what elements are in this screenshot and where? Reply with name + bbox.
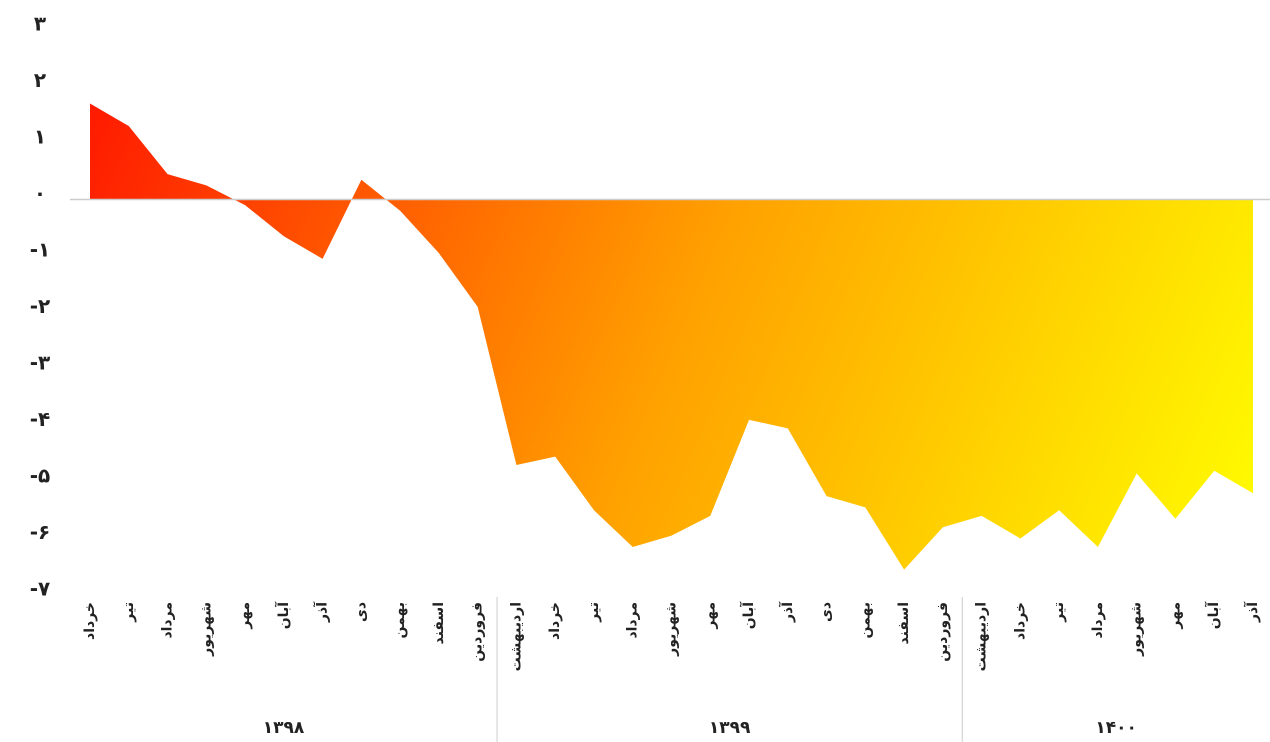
x-tick-label: دی (819, 602, 835, 622)
x-tick-label: خرداد (1012, 602, 1028, 640)
y-tick-label: -۷ (30, 577, 51, 601)
y-tick-label: -۵ (30, 464, 51, 488)
y-tick-label: ۱ (34, 125, 46, 149)
x-tick-label: خرداد (547, 602, 563, 640)
x-tick-label: اسفند (431, 602, 447, 644)
x-tick-label: شهریور (1129, 602, 1145, 657)
x-tick-label: تیر (121, 602, 137, 623)
y-tick-label: ۰ (34, 181, 46, 205)
x-tick-label: آبان (1204, 601, 1222, 629)
y-tick-label: -۴ (30, 407, 51, 431)
x-tick-label: شهریور (664, 602, 680, 657)
x-tick-label: شهریور (198, 602, 214, 657)
x-tick-label: مرداد (1090, 602, 1106, 639)
x-tick-label: بهمن (857, 602, 873, 638)
y-tick-label: -۱ (30, 238, 51, 262)
group-label: ۱۳۹۹ (709, 718, 751, 738)
y-tick-label: ۲ (34, 68, 46, 92)
x-tick-label: خرداد (82, 602, 98, 640)
y-tick-label: ۳ (34, 12, 46, 36)
x-tick-label: اردیبهشت (508, 602, 524, 671)
area (90, 103, 1253, 570)
x-tick-label: فروردین (470, 602, 486, 662)
x-tick-label: مهر (237, 602, 253, 630)
x-tick-label: آذر (778, 601, 796, 623)
x-tick-label: بهمن (392, 602, 408, 638)
group-label: ۱۳۹۸ (263, 718, 305, 738)
x-tick-label: فروردین (935, 602, 951, 662)
group-label: ۱۴۰۰ (1095, 718, 1137, 738)
x-tick-label: تیر (586, 602, 602, 623)
x-tick-label: آبان (739, 601, 757, 629)
x-tick-label: مرداد (160, 602, 176, 639)
y-tick-label: -۳ (30, 351, 51, 375)
y-tick-label: -۶ (30, 520, 51, 544)
x-tick-label: اردیبهشت (974, 602, 990, 671)
x-tick-label: آذر (313, 601, 331, 623)
x-tick-label: آبان (274, 601, 292, 629)
x-tick-label: اسفند (896, 602, 912, 644)
x-tick-label: مرداد (625, 602, 641, 639)
x-tick-label: تیر (1051, 602, 1067, 623)
y-tick-label: -۲ (30, 294, 51, 318)
x-tick-label: دی (353, 602, 369, 622)
x-tick-label: آذر (1243, 601, 1261, 623)
x-tick-label: مهر (1167, 602, 1183, 630)
x-tick-label: مهر (702, 602, 718, 630)
